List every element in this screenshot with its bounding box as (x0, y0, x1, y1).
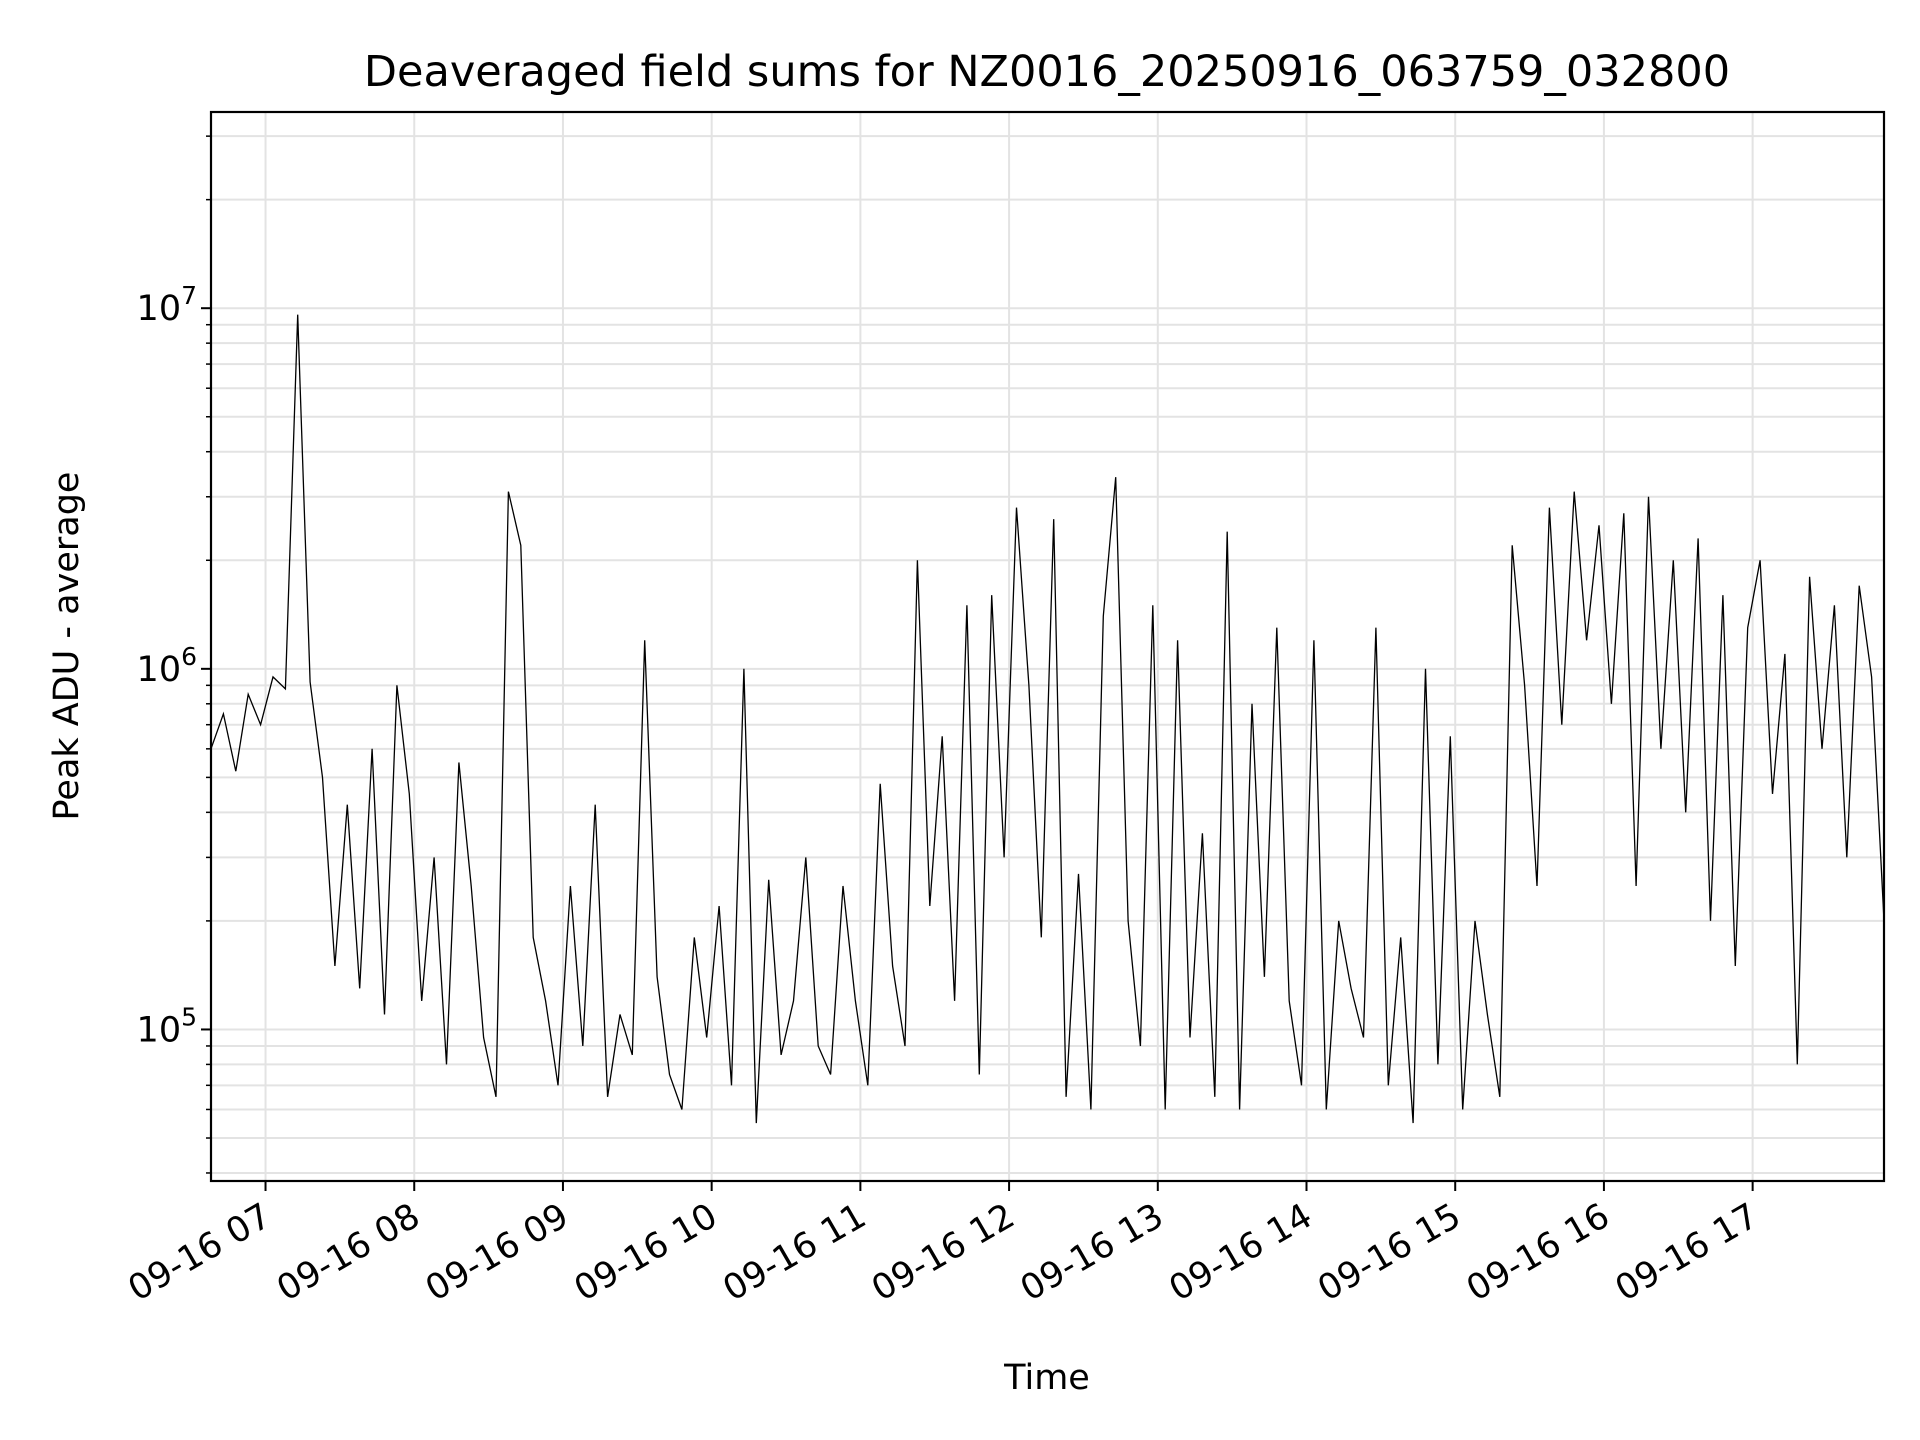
series-layer (210, 152, 1885, 1138)
x-tick-label: 09-16 10 (568, 1196, 724, 1309)
y-tick-label: 106 (137, 642, 197, 690)
x-axis-label: Time (1003, 1358, 1090, 1398)
x-tick-label: 09-16 11 (717, 1196, 873, 1309)
grid (211, 112, 1884, 1181)
x-tick-label: 09-16 07 (122, 1196, 278, 1309)
series-line (210, 152, 1885, 1138)
x-tick-label: 09-16 16 (1460, 1196, 1616, 1309)
y-axis: 105 106 107 (137, 135, 211, 1174)
x-tick-label: 09-16 14 (1163, 1196, 1319, 1309)
x-tick-label: 09-16 13 (1014, 1196, 1170, 1309)
x-tick-label: 09-16 09 (419, 1196, 575, 1309)
plot-frame (209, 110, 1886, 1183)
x-tick-label: 09-16 15 (1311, 1196, 1467, 1309)
y-tick-label: 107 (137, 281, 197, 329)
y-axis-label: Peak ADU - average (47, 472, 87, 821)
x-tick-label: 09-16 12 (865, 1196, 1021, 1309)
x-tick-label: 09-16 17 (1609, 1196, 1765, 1309)
y-tick-label: 105 (137, 1002, 197, 1050)
chart-title: Deaveraged field sums for NZ0016_2025091… (364, 47, 1730, 97)
x-tick-label: 09-16 08 (270, 1196, 426, 1309)
